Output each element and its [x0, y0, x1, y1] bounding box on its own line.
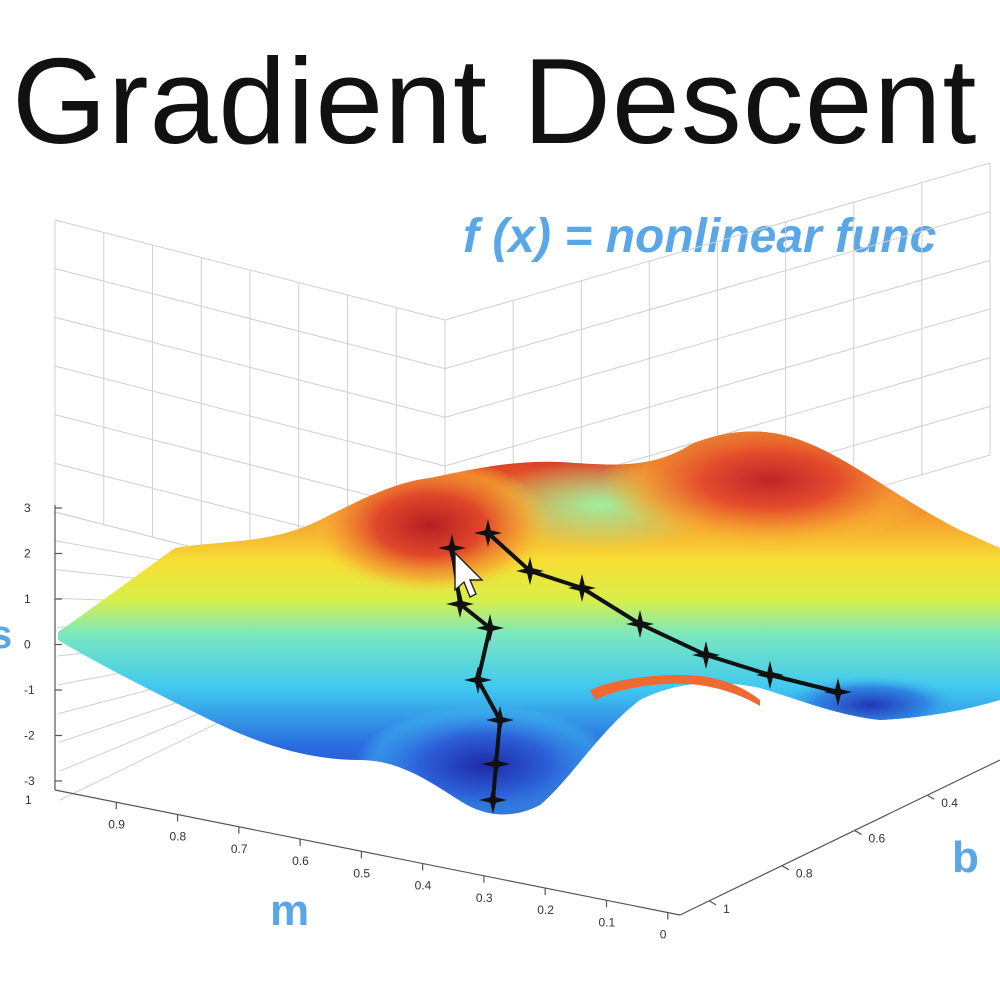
descent-step-marker	[824, 678, 852, 706]
m-tick-label: 0.5	[353, 866, 370, 880]
descent-step-marker	[626, 610, 654, 638]
m-axis-label: m	[270, 886, 309, 935]
descent-step-marker	[482, 750, 510, 778]
front-axes	[54, 505, 1000, 920]
b-tick-label: 0.6	[869, 831, 886, 845]
descent-step-marker	[516, 557, 544, 585]
descent-step-marker	[692, 641, 720, 669]
arrow-cursor	[454, 551, 484, 598]
descent-step-marker	[464, 666, 492, 694]
z-tick-label: 2	[24, 547, 31, 561]
descent-step-marker	[474, 519, 502, 547]
z-tick-label: 3	[24, 501, 31, 515]
z-axis-label: s	[0, 613, 12, 657]
descent-paths	[438, 519, 852, 814]
m-tick-label: 0.2	[537, 903, 554, 917]
tick-labels: 3 2 1 0 -1 -2 -3 0.9 0.8 0.7 0.6 0.5 0.4 0.3 0.2 0.1 0 1 0…	[24, 501, 958, 942]
m-tick-label: 0.1	[598, 915, 615, 929]
m-tick-label: 0	[660, 928, 667, 942]
m-tick-label: 0.9	[108, 817, 125, 831]
m-tick-label: 0.8	[170, 830, 187, 844]
peak-right	[600, 431, 940, 550]
descent-step-marker	[446, 590, 474, 618]
slide-title: Gradient Descent	[12, 33, 978, 169]
descent-step-marker	[476, 614, 504, 642]
descent-step-marker	[438, 534, 466, 562]
pit-center	[355, 705, 615, 815]
function-subtitle: f (x) = nonlinear func	[463, 210, 937, 263]
z-tick-label: -1	[24, 683, 35, 697]
z-tick-label: -2	[24, 729, 35, 743]
b-tick-label: 1	[723, 902, 730, 916]
b-axis-label: b	[952, 833, 979, 882]
z-tick-label: -3	[24, 774, 35, 788]
m-tick-label: 0.7	[231, 842, 248, 856]
m-tick-label: 0.4	[415, 879, 432, 893]
descent-step-marker	[756, 661, 784, 689]
descent-step-marker	[486, 706, 514, 734]
ridge-fold	[590, 674, 760, 706]
b-tick-label: 0.8	[796, 867, 813, 881]
cost-surface	[58, 431, 1000, 815]
descent-step-marker	[568, 574, 596, 602]
peak-left	[310, 457, 550, 593]
z-tick-label: 0	[24, 638, 31, 652]
m-corner-tick-label: 1	[25, 793, 32, 807]
m-tick-label: 0.6	[292, 854, 309, 868]
z-tick-label: 1	[24, 592, 31, 606]
descent-step-marker	[479, 786, 507, 814]
b-tick-label: 0.4	[941, 796, 958, 810]
m-tick-label: 0.3	[476, 891, 493, 905]
